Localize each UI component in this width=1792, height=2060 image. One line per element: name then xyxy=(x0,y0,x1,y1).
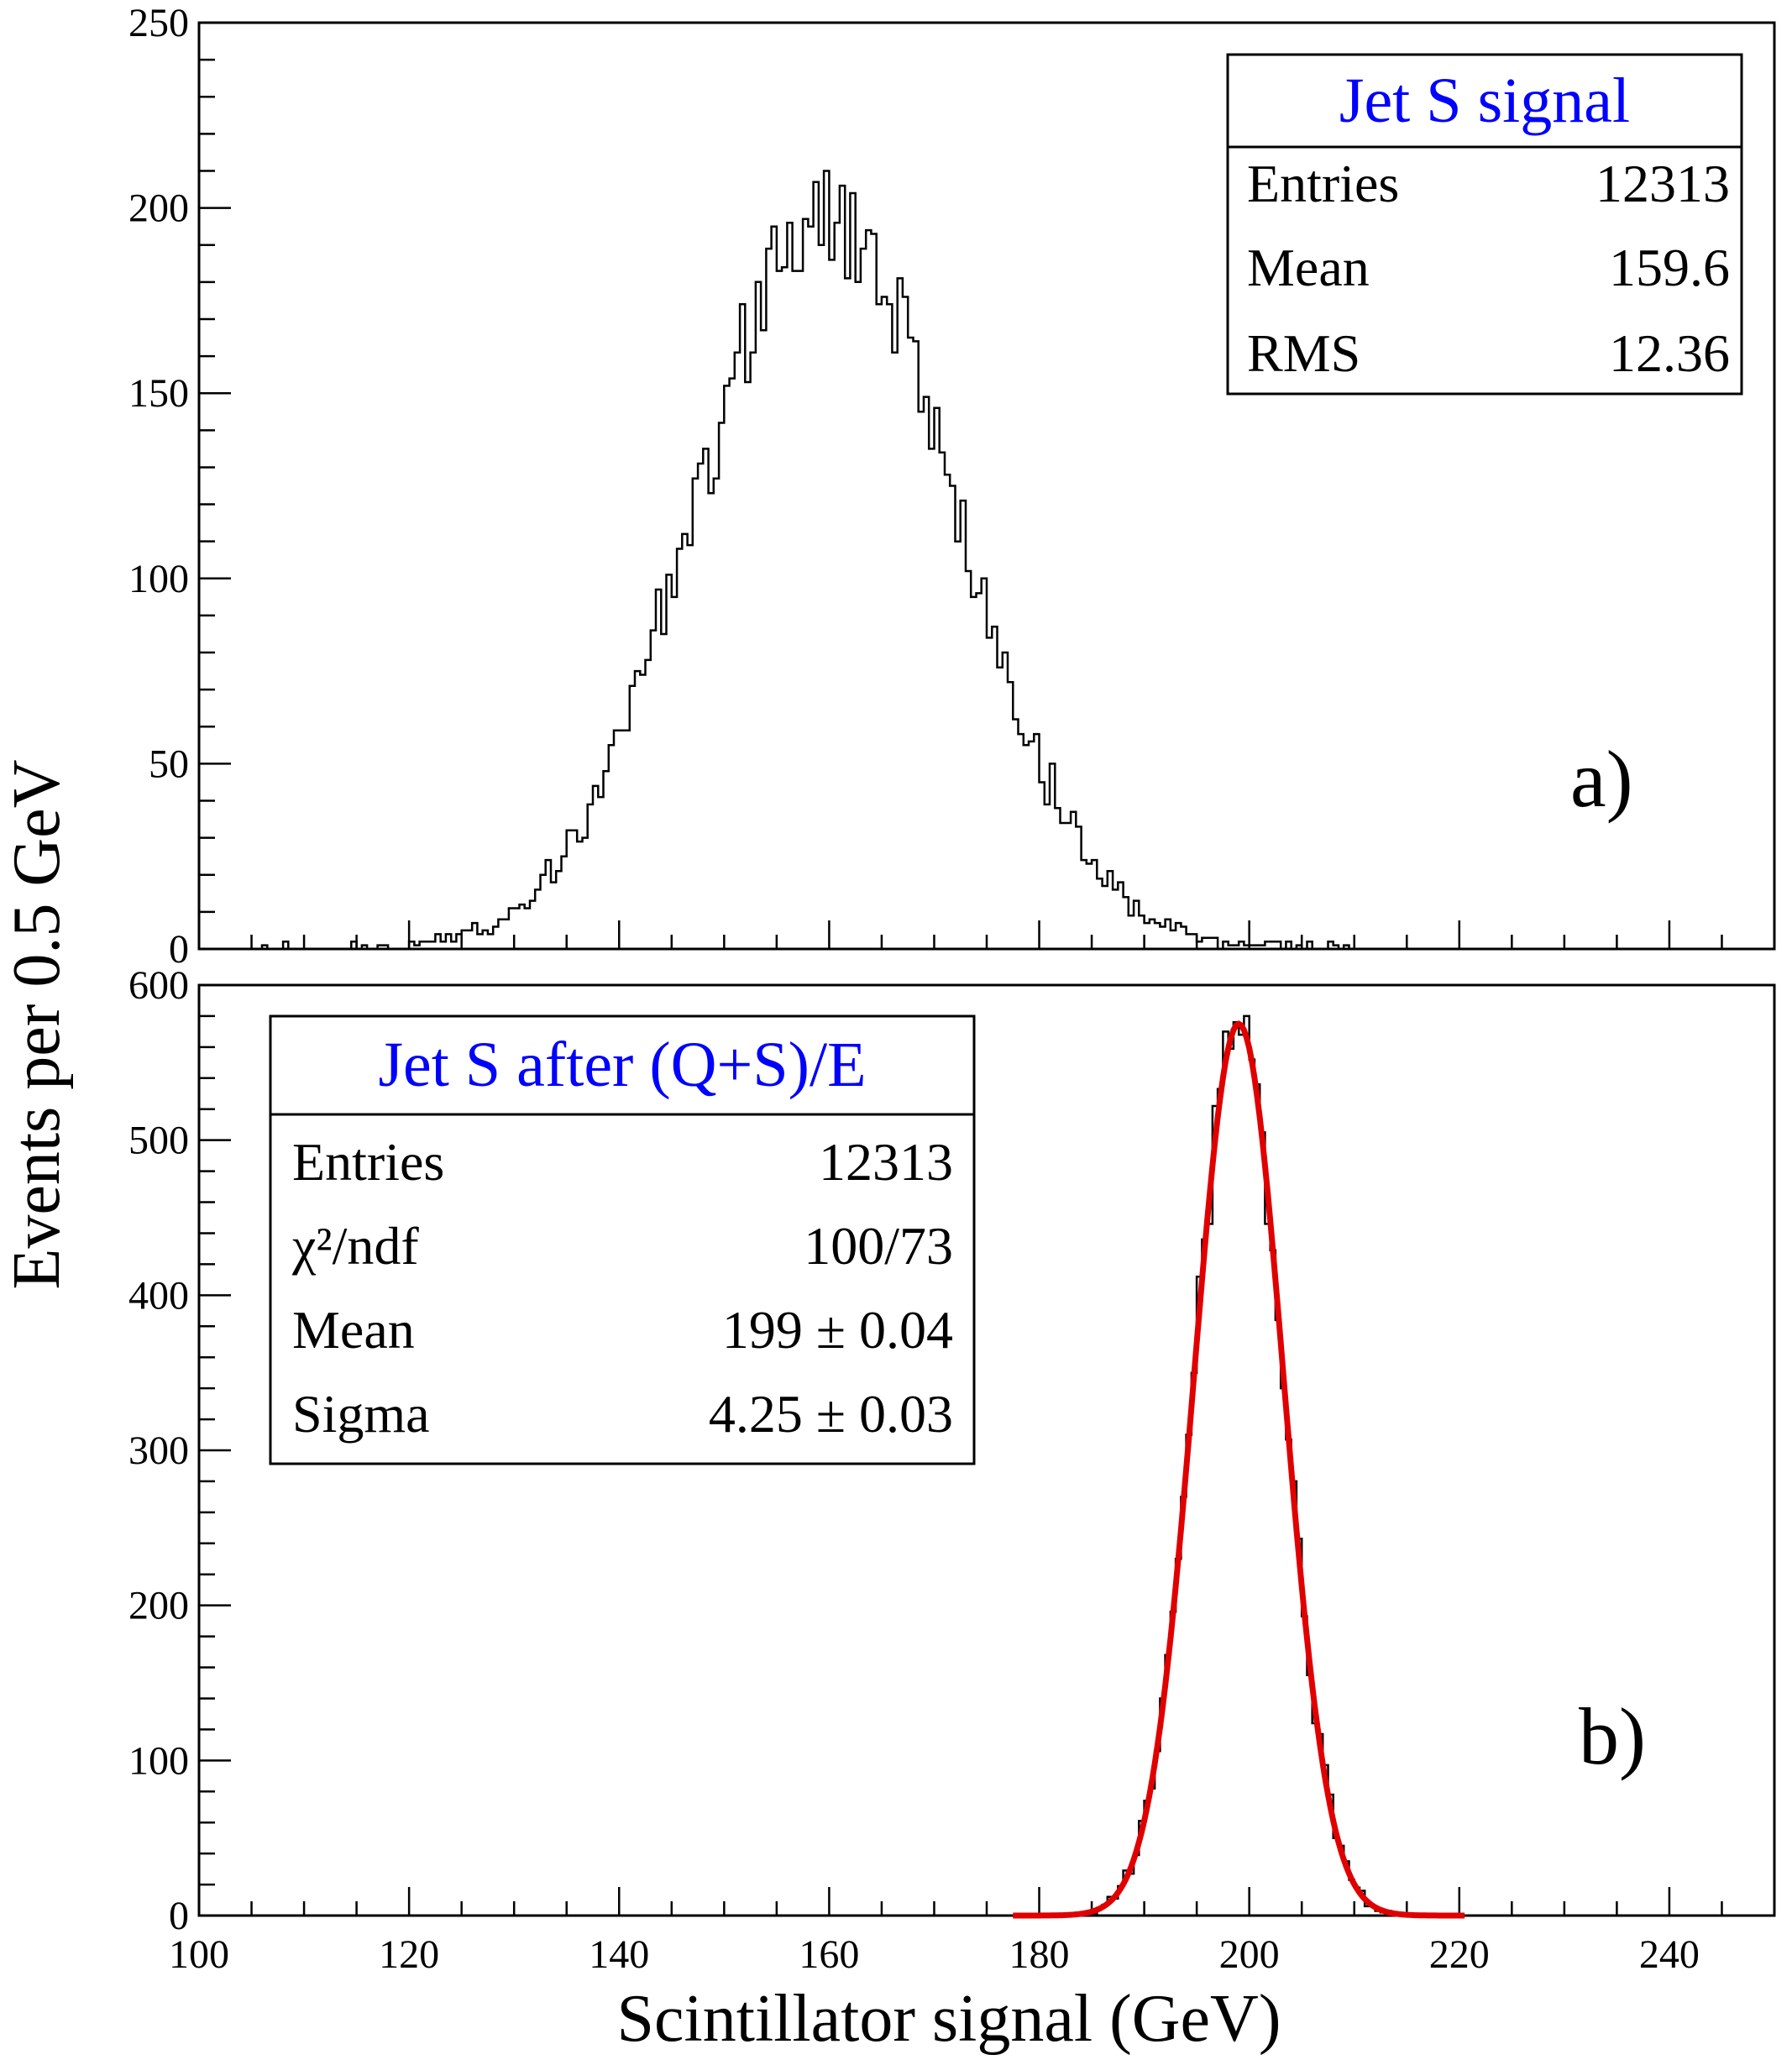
panel-b-stat-label: Entries xyxy=(292,1132,444,1192)
y-tick-label: 250 xyxy=(128,1,189,45)
panel-a-stats-box: Jet S signal Entries 12313 Mean 159.6 RM… xyxy=(1226,53,1743,396)
panel-a-label: a) xyxy=(1570,734,1633,824)
x-tick-label: 220 xyxy=(1429,1932,1490,1977)
y-axis-title: Events per 0.5 GeV xyxy=(0,760,74,1290)
y-tick-label: 200 xyxy=(128,186,189,231)
panel-b-stat-value: 4.25 ± 0.03 xyxy=(709,1384,953,1444)
x-axis-title: Scintillator signal (GeV) xyxy=(617,1982,1281,2056)
panel-a-histogram xyxy=(199,170,1774,951)
y-tick-label: 600 xyxy=(128,963,189,1008)
y-tick-label: 300 xyxy=(128,1428,189,1473)
panel-b-stat-value: 100/73 xyxy=(804,1216,953,1276)
panel-b-fit-curve xyxy=(1013,1020,1465,1919)
panel-b-stat-value: 199 ± 0.04 xyxy=(722,1300,953,1360)
x-tick-label: 240 xyxy=(1639,1932,1700,1977)
y-tick-label: 0 xyxy=(169,927,189,972)
y-tick-label: 150 xyxy=(128,371,189,416)
y-tick-label: 50 xyxy=(149,742,189,786)
y-tick-label: 500 xyxy=(128,1119,189,1163)
y-tick-label: 100 xyxy=(128,1738,189,1783)
x-tick-label: 120 xyxy=(379,1932,439,1977)
panel-a-stat-value: 12.36 xyxy=(1609,323,1730,383)
panel-b-stats-title: Jet S after (Q+S)/E xyxy=(378,1030,866,1100)
x-tick-label: 200 xyxy=(1219,1932,1280,1977)
x-tick-label: 160 xyxy=(799,1932,859,1977)
y-tick-label: 400 xyxy=(128,1273,189,1318)
y-tick-label: 200 xyxy=(128,1584,189,1628)
y-tick-label: 0 xyxy=(169,1894,189,1938)
panel-b-stat-value: 12313 xyxy=(819,1132,953,1192)
panel-a-stat-label: Entries xyxy=(1247,154,1399,213)
panel-b-stat-label: Sigma xyxy=(292,1384,430,1444)
panel-b-stats-box: Jet S after (Q+S)/E Entries 12313 χ²/ndf… xyxy=(269,1014,976,1465)
panel-a: 0 50 100 150 200 250 a) Jet S signal Entries … xyxy=(128,1,1776,972)
panel-b-stat-label: Mean xyxy=(292,1300,415,1360)
panel-a-stats-title: Jet S signal xyxy=(1339,66,1630,136)
panel-b-label: b) xyxy=(1579,1691,1646,1781)
panel-a-stat-label: Mean xyxy=(1247,238,1370,297)
panel-a-ticks: 0 50 100 150 200 250 xyxy=(128,1,1776,972)
x-tick-label: 100 xyxy=(169,1932,229,1977)
panel-a-stat-value: 159.6 xyxy=(1609,238,1730,297)
panel-a-stat-label: RMS xyxy=(1247,323,1360,383)
x-tick-label: 140 xyxy=(589,1932,649,1977)
x-tick-label: 180 xyxy=(1009,1932,1070,1977)
y-tick-label: 100 xyxy=(128,557,189,601)
panel-b-stat-label: χ²/ndf xyxy=(291,1216,419,1276)
panel-a-stat-value: 12313 xyxy=(1596,154,1730,213)
